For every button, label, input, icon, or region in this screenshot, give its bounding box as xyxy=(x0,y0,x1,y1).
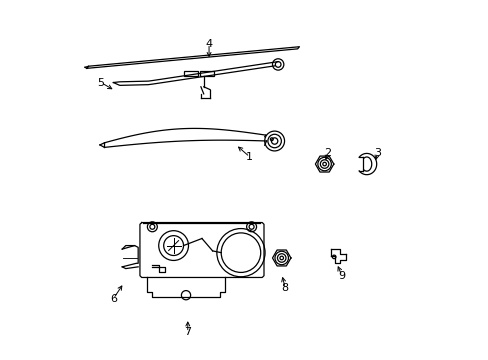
Text: 1: 1 xyxy=(246,152,253,162)
Text: 8: 8 xyxy=(281,283,288,293)
Text: 4: 4 xyxy=(205,39,212,49)
Text: 9: 9 xyxy=(338,271,345,281)
Text: 7: 7 xyxy=(184,327,191,337)
Text: 2: 2 xyxy=(324,148,331,158)
Text: 3: 3 xyxy=(373,148,380,158)
Bar xyxy=(184,71,198,76)
Text: 5: 5 xyxy=(97,77,104,87)
Text: 6: 6 xyxy=(110,294,117,304)
Bar xyxy=(200,71,213,76)
